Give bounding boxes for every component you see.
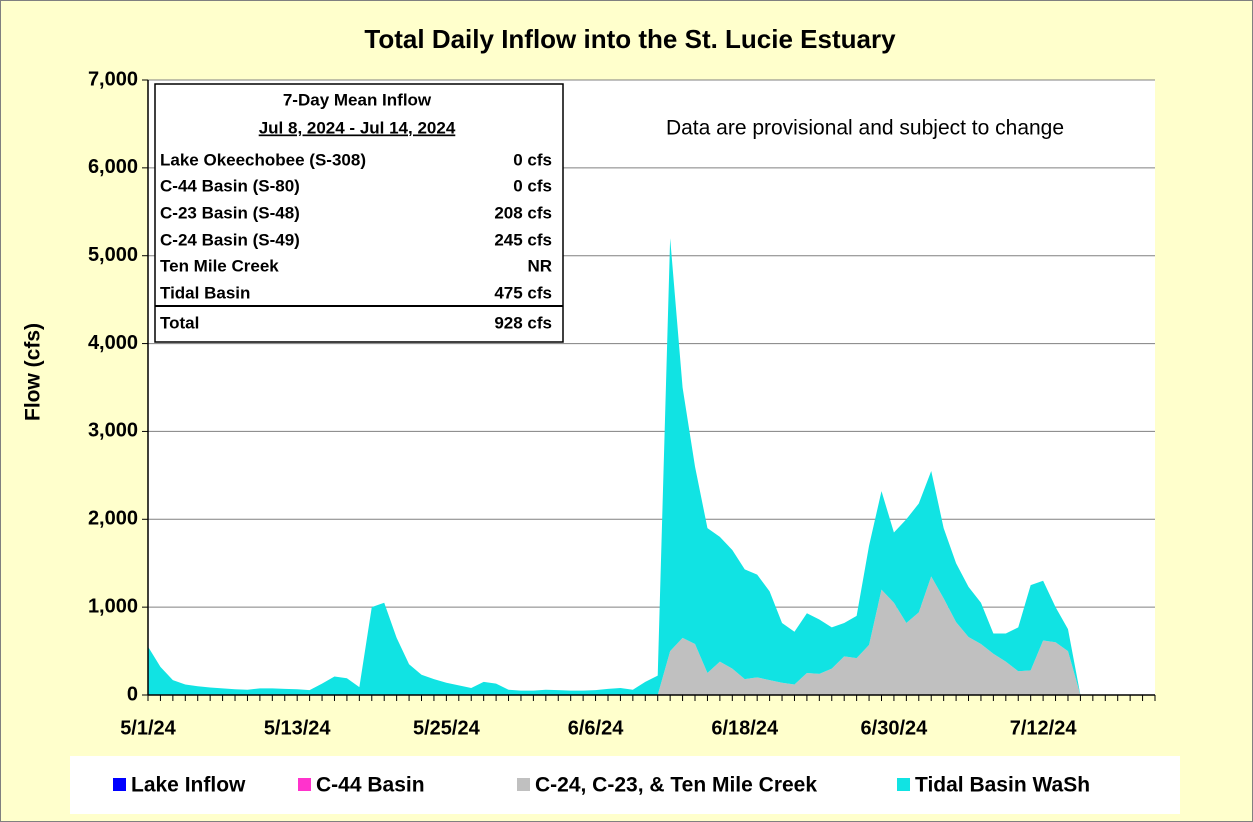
legend-label: C-24, C-23, & Ten Mile Creek [535, 774, 817, 797]
area [148, 238, 1155, 695]
y-axis-label: Flow (cfs) [22, 323, 45, 421]
annotation: Data are provisional and subject to chan… [666, 117, 1064, 140]
inset-row-label: Tidal Basin [160, 283, 250, 302]
inset-border [154, 83, 564, 343]
legend-label: Tidal Basin WaSh [915, 774, 1090, 797]
axes: 0 1,000 2,000 3,000 4,000 5,000 6,000 7,000 5/1/… [88, 68, 1156, 739]
inset-row-label: C-44 Basin (S-80) [160, 176, 300, 195]
inset-total-label: Total [160, 313, 199, 332]
inset-row-value: 0 cfs [513, 176, 552, 195]
y-tick-label: 6,000 [88, 156, 138, 178]
inset-title: 7-Day Mean Inflow [283, 90, 432, 109]
inset-row-value: NR [527, 256, 552, 275]
y-tick-label: 5,000 [88, 244, 138, 266]
legend-label: Lake Inflow [131, 774, 246, 797]
y-tick-label: 0 [127, 683, 138, 705]
inset-row-value: 0 cfs [513, 150, 552, 169]
chart-title: Total Daily Inflow into the St. Lucie Es… [364, 24, 896, 54]
legend-label: C-44 Basin [316, 774, 425, 797]
y-tick-label: 7,000 [88, 68, 138, 90]
y-tick-label: 1,000 [88, 595, 138, 617]
legend: Lake Inflow C-44 Basin C-24, C-23, & Ten M… [70, 756, 1180, 814]
areas [148, 238, 1155, 695]
x-tick-label: 5/13/24 [264, 717, 332, 739]
legend-box [70, 756, 1180, 814]
legend-swatch [298, 778, 311, 791]
inset-row-label: C-23 Basin (S-48) [160, 203, 300, 222]
inset-row-label: Lake Okeechobee (S-308) [160, 150, 366, 169]
legend-swatch [897, 778, 910, 791]
inset-total-value: 928 cfs [494, 313, 552, 332]
area [148, 576, 1155, 695]
inset-period: Jul 8, 2024 - Jul 14, 2024 [259, 118, 456, 137]
inset-row-value: 208 cfs [494, 203, 552, 222]
x-tick-label: 5/1/24 [120, 717, 176, 739]
legend-swatch [113, 778, 126, 791]
inset-row-value: 475 cfs [494, 283, 552, 302]
inset-row-value: 245 cfs [494, 230, 552, 249]
x-tick-label: 5/25/24 [413, 717, 481, 739]
x-tick-label: 7/12/24 [1010, 717, 1078, 739]
x-tick-label: 6/30/24 [861, 717, 929, 739]
x-tick-label: 6/18/24 [711, 717, 779, 739]
inset-table: 7-Day Mean Inflow Jul 8, 2024 - Jul 14, … [154, 83, 564, 343]
y-tick-label: 4,000 [88, 332, 138, 354]
y-tick-label: 3,000 [88, 420, 138, 442]
inset-row-label: Ten Mile Creek [160, 256, 279, 275]
legend-swatch [517, 778, 530, 791]
x-tick-label: 6/6/24 [568, 717, 624, 739]
inset-row-label: C-24 Basin (S-49) [160, 230, 300, 249]
y-tick-label: 2,000 [88, 508, 138, 530]
